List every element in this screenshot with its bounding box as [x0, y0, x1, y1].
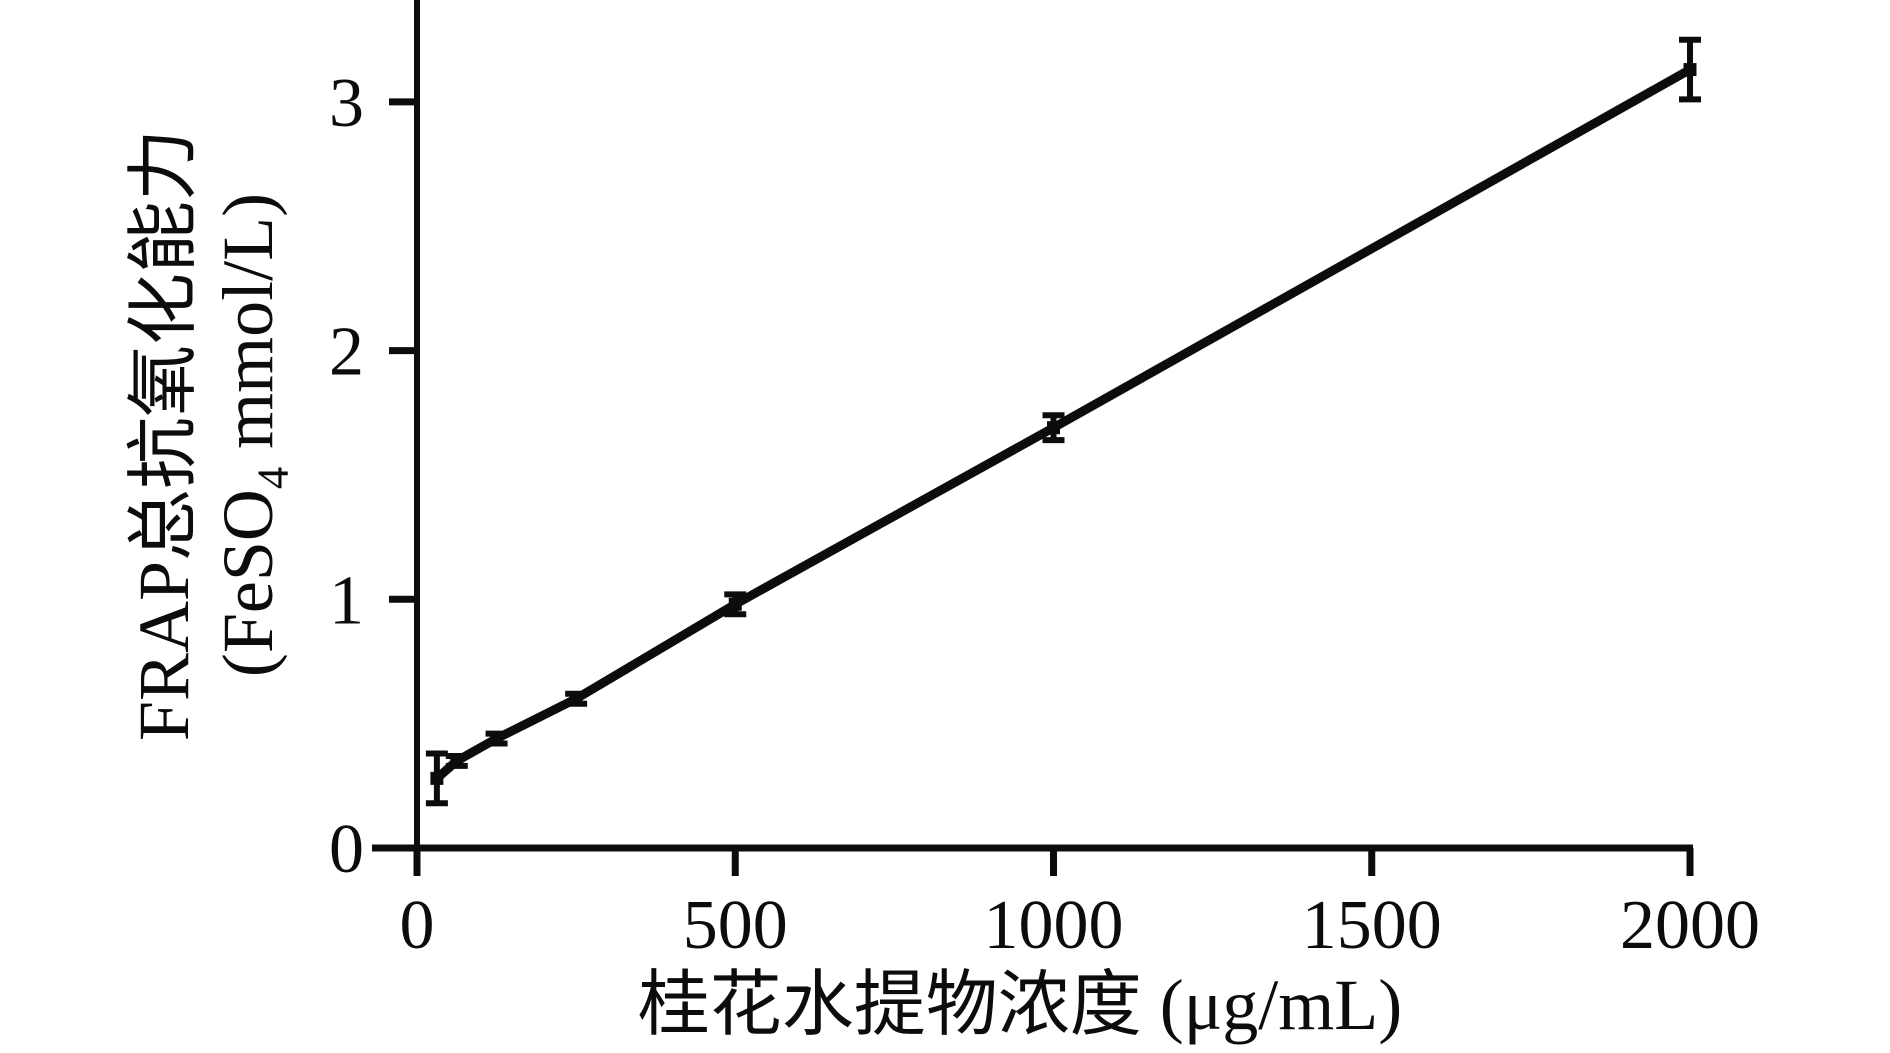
- data-marker: [728, 597, 742, 611]
- data-line: [432, 65, 1695, 783]
- x-tick-label: 1000: [984, 887, 1124, 964]
- x-tick-label: 500: [683, 887, 788, 964]
- y-tick-label: 3: [329, 65, 364, 142]
- data-marker: [490, 732, 504, 746]
- y-tick-label: 2: [329, 314, 364, 391]
- y-tick-label: 0: [329, 811, 364, 888]
- y-axis-label-line1: FRAP总抗氧化能力: [124, 128, 204, 742]
- data-marker: [430, 771, 444, 785]
- data-marker: [569, 692, 583, 706]
- y-axis-label-line2: (FeSO4 mmol/L): [206, 0, 297, 885]
- x-tick-label: 1500: [1302, 887, 1442, 964]
- feso4-subscript: 4: [247, 466, 298, 490]
- x-axis-label: 桂花水提物浓度 (μg/mL): [637, 965, 1403, 1045]
- y-axis-label-line2-prefix: (FeSO: [208, 489, 288, 678]
- data-marker: [450, 754, 464, 768]
- y-axis-label: FRAP总抗氧化能力 (FeSO4 mmol/L): [122, 0, 297, 885]
- y-tick-label: 1: [329, 562, 364, 639]
- y-axis-label-line2-suffix: mmol/L): [208, 192, 288, 467]
- data-marker: [1047, 421, 1060, 435]
- x-tick-label: 0: [400, 887, 435, 964]
- x-tick-label: 2000: [1620, 887, 1760, 964]
- data-marker: [1683, 63, 1697, 77]
